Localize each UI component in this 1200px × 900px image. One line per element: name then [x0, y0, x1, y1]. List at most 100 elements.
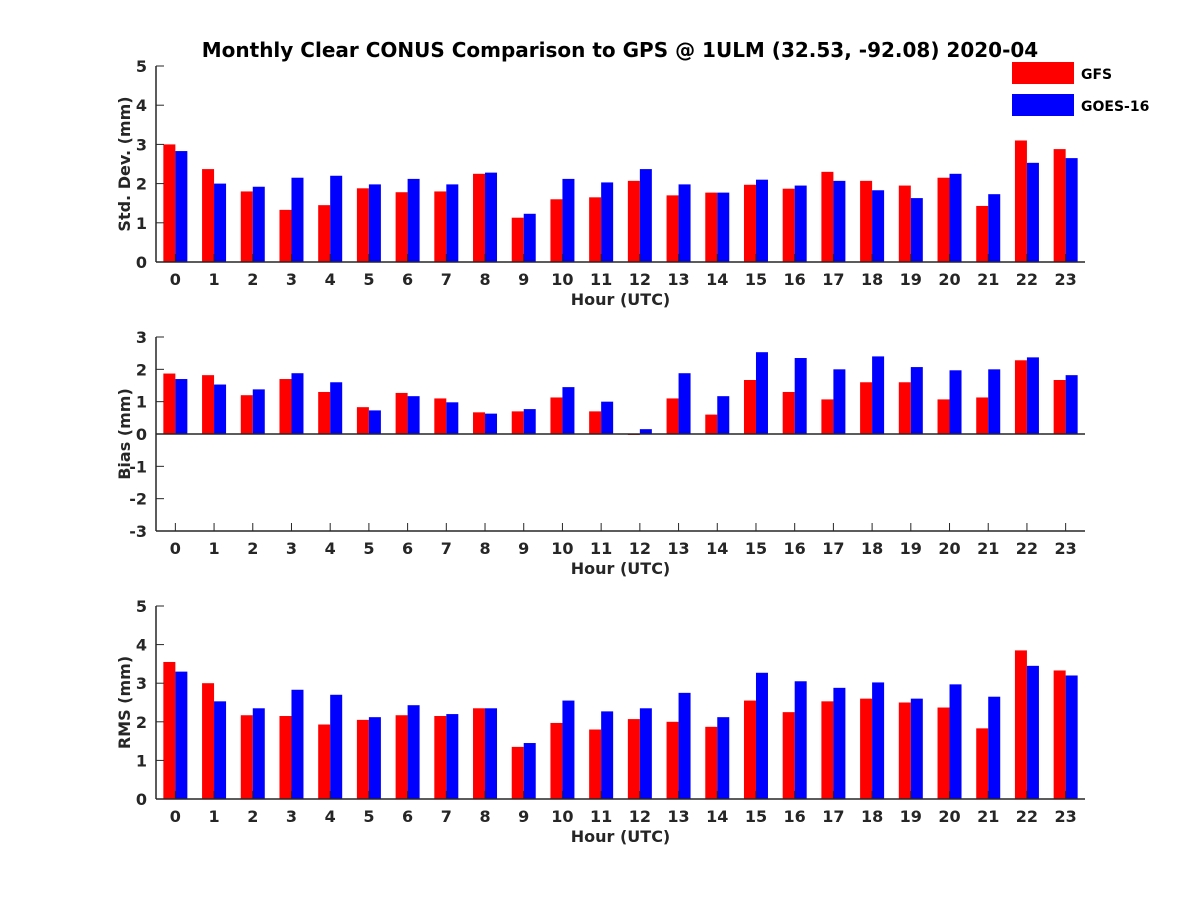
bar-goes-16-hour-14 — [717, 192, 730, 262]
y-tick-label: 5 — [136, 57, 147, 76]
x-tick-label: 5 — [363, 270, 374, 289]
x-axis-label: Hour (UTC) — [571, 559, 671, 578]
bar-gfs-hour-12 — [627, 180, 640, 262]
bar-gfs-hour-14 — [705, 726, 718, 799]
bar-gfs-hour-11 — [589, 411, 602, 434]
y-tick-label: 0 — [136, 253, 147, 272]
bar-gfs-hour-10 — [550, 722, 563, 799]
bar-goes-16-hour-16 — [794, 681, 807, 799]
y-tick-label: 2 — [136, 360, 147, 379]
bar-gfs-hour-5 — [356, 407, 369, 434]
bar-goes-16-hour-17 — [833, 180, 846, 262]
bar-gfs-hour-7 — [434, 191, 447, 262]
bar-gfs-hour-20 — [937, 707, 950, 799]
x-tick-label: 4 — [325, 270, 336, 289]
x-tick-label: 6 — [402, 807, 413, 826]
bar-gfs-hour-0 — [163, 373, 176, 434]
x-tick-label: 14 — [706, 807, 728, 826]
bar-goes-16-hour-23 — [1065, 675, 1078, 799]
bar-gfs-hour-16 — [782, 391, 795, 434]
legend: GFS GOES-16 — [1012, 62, 1149, 116]
x-tick-label: 7 — [441, 270, 452, 289]
x-tick-label: 2 — [247, 270, 258, 289]
y-tick-label: 1 — [136, 751, 147, 770]
x-tick-label: 15 — [745, 270, 767, 289]
y-tick-label: -1 — [129, 457, 147, 476]
bar-goes-16-hour-11 — [601, 711, 614, 799]
bar-gfs-hour-20 — [937, 399, 950, 434]
legend-swatch-gfs — [1012, 62, 1074, 84]
bar-gfs-hour-2 — [240, 715, 253, 799]
bar-goes-16-hour-7 — [446, 184, 459, 262]
x-tick-label: 3 — [286, 539, 297, 558]
x-tick-label: 17 — [822, 539, 844, 558]
bar-goes-16-hour-10 — [562, 178, 575, 262]
bar-gfs-hour-0 — [163, 661, 176, 799]
bar-gfs-hour-21 — [976, 205, 989, 262]
bar-gfs-hour-9 — [511, 217, 524, 262]
bar-goes-16-hour-1 — [214, 701, 227, 799]
y-axis-label: Std. Dev. (mm) — [115, 96, 134, 231]
x-tick-label: 13 — [667, 270, 689, 289]
y-tick-label: 2 — [136, 175, 147, 194]
bar-goes-16-hour-11 — [601, 182, 614, 262]
bar-gfs-hour-23 — [1053, 149, 1066, 262]
y-tick-label: 1 — [136, 393, 147, 412]
bar-gfs-hour-22 — [1014, 650, 1027, 799]
bar-goes-16-hour-12 — [639, 169, 652, 262]
x-tick-label: 20 — [938, 807, 960, 826]
x-tick-label: 19 — [900, 539, 922, 558]
x-tick-label: 9 — [518, 807, 529, 826]
bar-goes-16-hour-14 — [717, 396, 730, 434]
bar-goes-16-hour-15 — [755, 672, 768, 799]
bar-goes-16-hour-5 — [368, 717, 381, 799]
x-tick-label: 8 — [479, 807, 490, 826]
bar-gfs-hour-9 — [511, 746, 524, 799]
bar-goes-16-hour-23 — [1065, 375, 1078, 434]
bar-goes-16-hour-16 — [794, 358, 807, 434]
bar-goes-16-hour-17 — [833, 369, 846, 434]
bar-gfs-hour-19 — [898, 702, 911, 799]
x-tick-label: 18 — [861, 807, 883, 826]
bar-goes-16-hour-3 — [291, 177, 304, 262]
bar-gfs-hour-13 — [666, 398, 679, 434]
bar-gfs-hour-22 — [1014, 140, 1027, 262]
bar-goes-16-hour-20 — [949, 684, 962, 799]
x-tick-label: 9 — [518, 539, 529, 558]
bar-goes-16-hour-0 — [175, 151, 188, 262]
bar-gfs-hour-1 — [202, 683, 215, 799]
bar-goes-16-hour-18 — [872, 356, 885, 434]
bar-gfs-hour-14 — [705, 414, 718, 434]
bar-gfs-hour-17 — [821, 399, 834, 434]
y-tick-label: 0 — [136, 790, 147, 809]
x-tick-label: 12 — [629, 539, 651, 558]
y-tick-label: 2 — [136, 713, 147, 732]
x-tick-label: 12 — [629, 807, 651, 826]
y-tick-label: 4 — [136, 636, 147, 655]
bar-goes-16-hour-21 — [988, 194, 1001, 262]
bar-goes-16-hour-19 — [910, 198, 923, 262]
x-tick-label: 0 — [170, 270, 181, 289]
bar-gfs-hour-4 — [318, 724, 331, 799]
bar-goes-16-hour-9 — [523, 743, 536, 799]
bar-goes-16-hour-9 — [523, 213, 536, 262]
bar-goes-16-hour-19 — [910, 367, 923, 434]
bar-gfs-hour-3 — [279, 209, 292, 262]
bar-goes-16-hour-7 — [446, 714, 459, 799]
x-tick-label: 17 — [822, 807, 844, 826]
x-tick-label: 18 — [861, 270, 883, 289]
legend-label-goes-16: GOES-16 — [1081, 99, 1149, 115]
bar-gfs-hour-3 — [279, 716, 292, 799]
bar-goes-16-hour-21 — [988, 369, 1001, 434]
bar-gfs-hour-21 — [976, 728, 989, 799]
x-tick-label: 14 — [706, 270, 728, 289]
x-tick-label: 19 — [900, 807, 922, 826]
x-tick-label: 8 — [479, 539, 490, 558]
bar-gfs-hour-18 — [860, 180, 873, 262]
x-tick-label: 3 — [286, 270, 297, 289]
bar-goes-16-hour-1 — [214, 183, 227, 262]
bar-goes-16-hour-13 — [678, 692, 691, 799]
bar-gfs-hour-10 — [550, 397, 563, 434]
bar-goes-16-hour-22 — [1026, 162, 1039, 262]
bar-goes-16-hour-6 — [407, 396, 420, 434]
